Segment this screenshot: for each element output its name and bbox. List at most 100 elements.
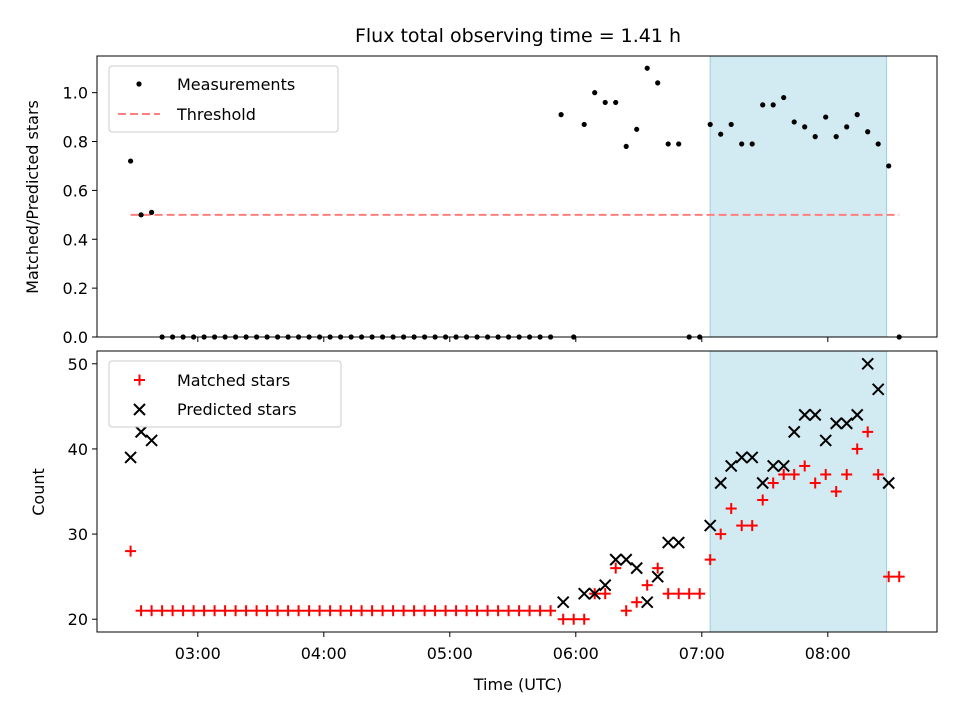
predicted-star-point [882, 476, 895, 490]
matched-star-point [620, 605, 632, 617]
measurement-point [644, 65, 650, 71]
matched-star-point [398, 605, 410, 617]
x-tick-label: 04:00 [301, 644, 347, 663]
predicted-star-point [598, 578, 612, 592]
matched-star-point [641, 579, 653, 591]
measurement-point [592, 90, 598, 96]
predicted-star-point [871, 383, 885, 396]
predicted-star-point [724, 459, 738, 473]
matched-star-point [335, 605, 347, 617]
matched-star-point [345, 605, 357, 617]
matched-star-point [513, 605, 525, 617]
predicted-star-point [651, 570, 664, 583]
predicted-star-point [703, 519, 717, 532]
top-legend: Measurements Threshold [108, 65, 339, 133]
measurement-point [707, 121, 713, 128]
measurement-point [739, 141, 745, 147]
matched-star-point [146, 605, 158, 617]
predicted-star-point [808, 408, 822, 422]
matched-star-point [652, 562, 664, 574]
measurement-point [138, 212, 144, 218]
top-legend-box [108, 65, 339, 133]
y-tick-label: 50 [68, 355, 88, 374]
matched-star-point [599, 588, 611, 600]
measurement-point [581, 121, 587, 128]
measurement-point [802, 124, 808, 130]
predicted-star-point [672, 536, 685, 549]
matched-star-point [461, 605, 473, 617]
x-tick-label: 03:00 [175, 644, 221, 663]
measurement-point [812, 134, 818, 140]
predicted-star-point [829, 417, 843, 430]
measurement-point [718, 131, 724, 137]
measurement-point [558, 112, 564, 118]
matched-star-point [492, 605, 504, 617]
predicted-star-point [735, 451, 748, 464]
top-y-axis: 0.0 0.2 0.4 0.6 0.8 1.0 [63, 84, 97, 347]
matched-star-point [662, 588, 674, 600]
x-axis-label: Time (UTC) [473, 675, 562, 694]
matched-star-point [767, 477, 779, 489]
measurement-point [760, 102, 766, 108]
bottom-y-axis: 20 30 40 50 [68, 355, 97, 629]
legend-matched-label: Matched stars [177, 371, 290, 390]
matched-star-point [135, 605, 147, 617]
predicted-star-point [714, 476, 727, 490]
top-shaded-interval [709, 55, 888, 338]
y-tick-label: 40 [68, 440, 88, 459]
matched-star-point [872, 468, 884, 480]
measurement-point [781, 94, 787, 101]
matched-star-point [534, 605, 546, 617]
measurement-point [844, 124, 850, 130]
legend-predicted-label: Predicted stars [177, 400, 297, 419]
matched-star-point [830, 486, 842, 497]
matched-star-point [471, 605, 483, 617]
predicted-star-point [577, 587, 591, 600]
predicted-star-point [840, 417, 853, 430]
matched-star-point [314, 605, 326, 617]
matched-star-point [631, 596, 643, 608]
measurement-point [875, 141, 881, 147]
matched-star-point [673, 588, 685, 600]
matched-star-point [841, 468, 853, 480]
top-panel: Flux total observing time = 1.41 h 0.00.… [23, 25, 938, 347]
matched-star-point [303, 605, 315, 617]
matched-star-point [408, 605, 420, 617]
matched-star-point [725, 503, 737, 515]
matched-star-point [387, 605, 399, 617]
matched-star-point [219, 605, 231, 617]
predicted-star-point [556, 595, 570, 609]
matched-star-point [240, 605, 252, 617]
matched-star-point [261, 605, 273, 617]
matched-star-point [820, 468, 832, 480]
matched-star-point [429, 605, 441, 617]
predicted-star-point [766, 459, 780, 473]
legend-measurements-label: Measurements [177, 75, 295, 94]
matched-star-point [198, 605, 210, 617]
matched-star-point [736, 520, 748, 532]
predicted-star-point [134, 425, 148, 439]
matched-star-point [578, 613, 590, 625]
bottom-shaded-interval [709, 350, 888, 633]
matched-star-point [282, 605, 294, 617]
bottom-legend: Matched stars Predicted stars [108, 360, 342, 428]
measurement-point [613, 99, 619, 106]
matched-star-point [757, 494, 769, 506]
matched-star-point [366, 605, 378, 617]
y-tick-label: 0.6 [63, 181, 88, 200]
measurement-point [665, 141, 671, 147]
matched-star-point [230, 605, 242, 617]
legend-matched-marker [134, 374, 145, 386]
predicted-star-point [787, 425, 801, 439]
predicted-star-point [756, 476, 769, 490]
x-tick-label: 05:00 [427, 644, 473, 663]
bottom-y-axis-label: Count [29, 468, 48, 516]
matched-star-point [851, 443, 863, 455]
matched-star-point [377, 605, 389, 617]
predicted-star-point [661, 536, 675, 549]
predicted-stars-points [124, 357, 895, 609]
x-tick-label: 06:00 [553, 644, 599, 663]
matched-star-point [568, 613, 580, 625]
measurement-point [728, 121, 734, 128]
